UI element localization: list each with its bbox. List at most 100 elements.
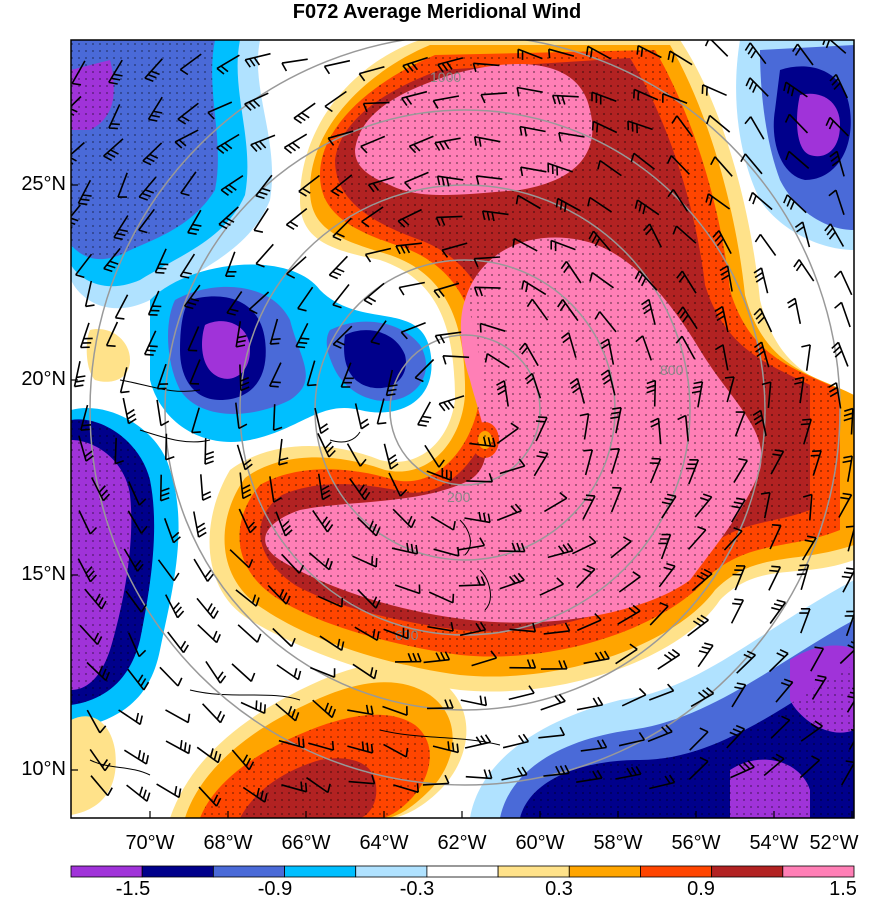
wind-barb [395, 242, 422, 255]
wind-barb [630, 152, 655, 170]
wind-barb [801, 344, 811, 371]
wind-barb [231, 749, 255, 771]
wind-barb [236, 444, 253, 471]
wind-barb [237, 624, 262, 643]
lon-label-70w: 70°W [125, 832, 175, 854]
wind-barb [464, 511, 491, 524]
wind-barb [218, 206, 239, 230]
wind-barb [138, 208, 155, 234]
wind-barb [103, 247, 121, 273]
wind-barb [576, 769, 603, 783]
wind-barb [127, 510, 148, 534]
wind-barb [127, 481, 147, 506]
wind-barb [657, 648, 681, 670]
wind-barb [250, 134, 276, 152]
colorbar-tick-label: 1.5 [829, 878, 857, 900]
wind-barb [769, 599, 787, 624]
wind-barb [473, 286, 501, 297]
wind-barb [332, 284, 350, 309]
lon-label-58w: 58°W [593, 832, 643, 854]
wind-barb [479, 322, 506, 333]
wind-barb [687, 525, 707, 550]
wind-barb [533, 451, 549, 477]
wind-barb [242, 786, 268, 803]
wind-barb [464, 734, 492, 749]
wind-barb [358, 66, 385, 82]
wind-barb [308, 552, 333, 571]
wind-barb [459, 621, 487, 637]
wind-barb [239, 472, 252, 500]
lat-label-10n: 10°N [21, 758, 66, 780]
wind-barb [198, 786, 222, 807]
wind-barb [167, 631, 189, 654]
lat-label-25n: 25°N [21, 173, 66, 195]
wind-barb [719, 265, 733, 292]
wind-barb [235, 402, 248, 430]
wind-barb [834, 301, 851, 328]
wind-barb [641, 298, 656, 325]
wind-barb [829, 150, 845, 177]
wind-barb [769, 524, 782, 550]
colorbar-tick-label: -1.5 [115, 878, 151, 900]
wind-barb [753, 307, 773, 333]
wind-barb [127, 632, 147, 658]
wind-barb [376, 398, 387, 425]
wind-barb [724, 376, 735, 403]
wind-barb [77, 558, 97, 583]
wind-barb [297, 286, 314, 312]
wind-barb [427, 622, 454, 632]
wind-barb [383, 743, 409, 758]
wind-barb [385, 369, 398, 397]
wind-barb [460, 695, 488, 707]
wind-barb [90, 477, 111, 502]
wind-barb [519, 125, 546, 137]
wind-barb [357, 589, 381, 609]
wind-barb [585, 45, 612, 60]
region-pos-03-sw [71, 716, 116, 815]
wind-barb [597, 159, 622, 177]
lon-label-52w: 52°W [809, 832, 859, 854]
wind-barb [649, 601, 669, 626]
wind-barb [244, 92, 269, 111]
colorbar-tick-label: -0.3 [399, 878, 435, 900]
wind-barb [253, 207, 269, 233]
wind-barb [643, 223, 663, 248]
wind-barb [156, 783, 182, 799]
colorbar-tick-label: -0.9 [257, 878, 293, 900]
wind-barb [783, 194, 807, 214]
wind-barb [157, 559, 180, 582]
wind-barb [276, 664, 302, 681]
wind-barb [547, 162, 573, 176]
wind-barb [634, 199, 660, 216]
wind-barb [317, 433, 336, 458]
wind-barb [671, 115, 694, 138]
wind-barb [691, 568, 713, 592]
wind-barb [754, 233, 777, 256]
wind-barb [526, 298, 549, 321]
wind-barb [394, 652, 422, 663]
wind-barb [672, 225, 697, 244]
wind-barb [119, 367, 130, 394]
wind-barb [114, 437, 124, 465]
wind-barb [723, 526, 743, 551]
wind-barb [117, 172, 128, 198]
wind-barb [147, 290, 162, 316]
wind-barb [731, 497, 746, 523]
colorbar-swatch [70, 865, 143, 878]
ring-label-800: 800 [660, 362, 684, 378]
wind-barb [825, 116, 849, 137]
wind-barb [77, 179, 92, 206]
wind-barb [521, 280, 547, 296]
wind-barb [370, 320, 387, 345]
wind-barb [317, 473, 331, 501]
wind-barb [71, 204, 81, 229]
wind-barb [583, 449, 594, 476]
wind-barb [730, 760, 755, 779]
wind-barb [538, 726, 566, 739]
wind-barb [848, 724, 854, 750]
wind-barb [787, 297, 802, 324]
wind-barb [768, 565, 782, 591]
wind-barb [397, 208, 422, 228]
wind-barb [433, 282, 460, 299]
